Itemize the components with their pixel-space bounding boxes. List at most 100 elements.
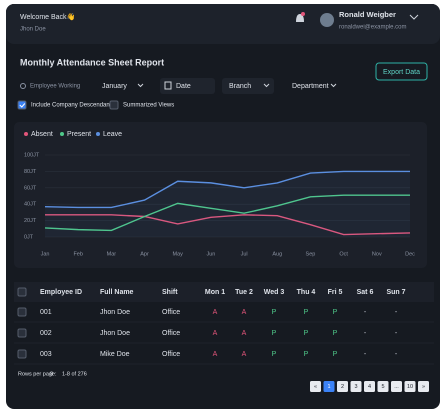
table-cell: Jhon Doe (100, 330, 130, 337)
checkbox[interactable] (17, 287, 27, 297)
x-tick-label: Aug (272, 251, 282, 257)
table-cell: Office (162, 309, 180, 316)
user-menu-chevron[interactable] (409, 14, 419, 20)
column-header: Mon 1 (205, 289, 225, 296)
search-field[interactable]: Employee Working (20, 83, 81, 90)
attendance-status: - (395, 330, 398, 337)
page-label: « (314, 384, 317, 390)
column-header: Employee ID (40, 289, 82, 296)
table-cell: Jhon Doe (100, 309, 130, 316)
date-field[interactable]: Date (160, 78, 215, 94)
month-value: January (102, 83, 127, 90)
page-label: ... (394, 384, 399, 390)
column-header: Thu 4 (297, 289, 316, 296)
attendance-status: P (333, 330, 338, 337)
user-name: Ronald Weigber (339, 10, 396, 19)
page-button[interactable] (350, 381, 362, 392)
page-range: 1-8 of 276 (62, 371, 87, 377)
y-tick-label: 20JT (24, 218, 37, 224)
attendance-status: A (242, 351, 247, 358)
table-header-bg (14, 282, 434, 302)
attendance-status: P (304, 330, 309, 337)
checkbox[interactable] (109, 100, 119, 110)
legend-label: Absent (31, 131, 53, 138)
x-tick-label: Sep (306, 251, 316, 257)
rows-per-page-label: Rows per page: (18, 371, 57, 377)
checkbox[interactable] (17, 349, 27, 359)
export-label: Export Data (383, 69, 420, 76)
page-label: 4 (368, 384, 371, 390)
legend-swatch (60, 132, 64, 136)
line-series (44, 170, 410, 209)
date-label: Date (176, 83, 191, 90)
branch-select[interactable]: Branch (222, 78, 274, 94)
month-select[interactable]: January (102, 83, 144, 90)
attendance-status: A (242, 330, 247, 337)
search-placeholder: Employee Working (30, 84, 80, 90)
department-select[interactable]: Department (292, 83, 337, 90)
x-tick-label: Jun (206, 251, 215, 257)
attendance-status: - (395, 351, 398, 358)
x-tick-label: Dec (405, 251, 415, 257)
y-tick-label: 100JT (24, 152, 40, 158)
x-tick-label: Jul (241, 251, 248, 257)
department-label: Department (292, 83, 329, 90)
page-button[interactable] (391, 381, 402, 392)
greeting: Welcome Back👋 (20, 12, 75, 21)
attendance-status: P (272, 351, 277, 358)
table-cell: 002 (40, 330, 52, 337)
rows-per-page-value[interactable]: 8 (50, 371, 53, 377)
attendance-status: A (213, 330, 218, 337)
column-header: Fri 5 (328, 289, 343, 296)
x-tick-label: Oct (339, 251, 348, 257)
table-cell: Office (162, 330, 180, 337)
attendance-status: P (304, 309, 309, 316)
x-tick-label: May (173, 251, 184, 257)
export-button[interactable] (375, 62, 428, 81)
top-bar (6, 4, 440, 44)
bell[interactable] (296, 12, 305, 22)
page-button[interactable] (364, 381, 375, 392)
page-button[interactable] (323, 381, 335, 392)
attendance-status: A (213, 351, 218, 358)
avatar[interactable] (320, 13, 334, 27)
page-button[interactable] (310, 381, 321, 392)
page-label: 2 (341, 384, 344, 390)
legend-label: Leave (103, 131, 122, 138)
y-tick-label: 60JT (24, 185, 37, 191)
checkmark (19, 103, 26, 108)
line-series (45, 214, 411, 236)
attendance-status: - (364, 330, 367, 337)
page-label: 10 (407, 384, 413, 390)
column-header: Sun 7 (386, 289, 405, 296)
column-header: Wed 3 (264, 289, 285, 296)
checkbox[interactable] (17, 307, 27, 317)
page-button[interactable] (377, 381, 389, 392)
checkbox[interactable] (17, 328, 27, 338)
table-cell: Office (162, 351, 180, 358)
page-label: » (422, 384, 425, 390)
page-button[interactable] (418, 381, 429, 392)
branch-label: Branch (229, 83, 251, 90)
column-header: Sat 6 (357, 289, 374, 296)
attendance-status: P (304, 351, 309, 358)
checkbox[interactable] (17, 100, 27, 110)
table-cell: Mike Doe (100, 351, 130, 358)
attendance-status: A (242, 309, 247, 316)
attendance-status: P (272, 309, 277, 316)
legend-label: Present (67, 131, 91, 138)
checkbox-label: Include Company Descendant (31, 103, 112, 109)
x-tick-label: Apr (140, 251, 149, 257)
page-button[interactable] (404, 381, 416, 392)
attendance-status: A (213, 309, 218, 316)
y-tick-label: 40JT (24, 202, 37, 208)
page-button[interactable] (337, 381, 348, 392)
column-header: Shift (162, 289, 178, 296)
legend-swatch (96, 132, 100, 136)
attendance-status: - (364, 351, 367, 358)
legend-swatch (24, 132, 28, 136)
table-cell: 001 (40, 309, 52, 316)
x-tick-label: Nov (372, 251, 382, 257)
